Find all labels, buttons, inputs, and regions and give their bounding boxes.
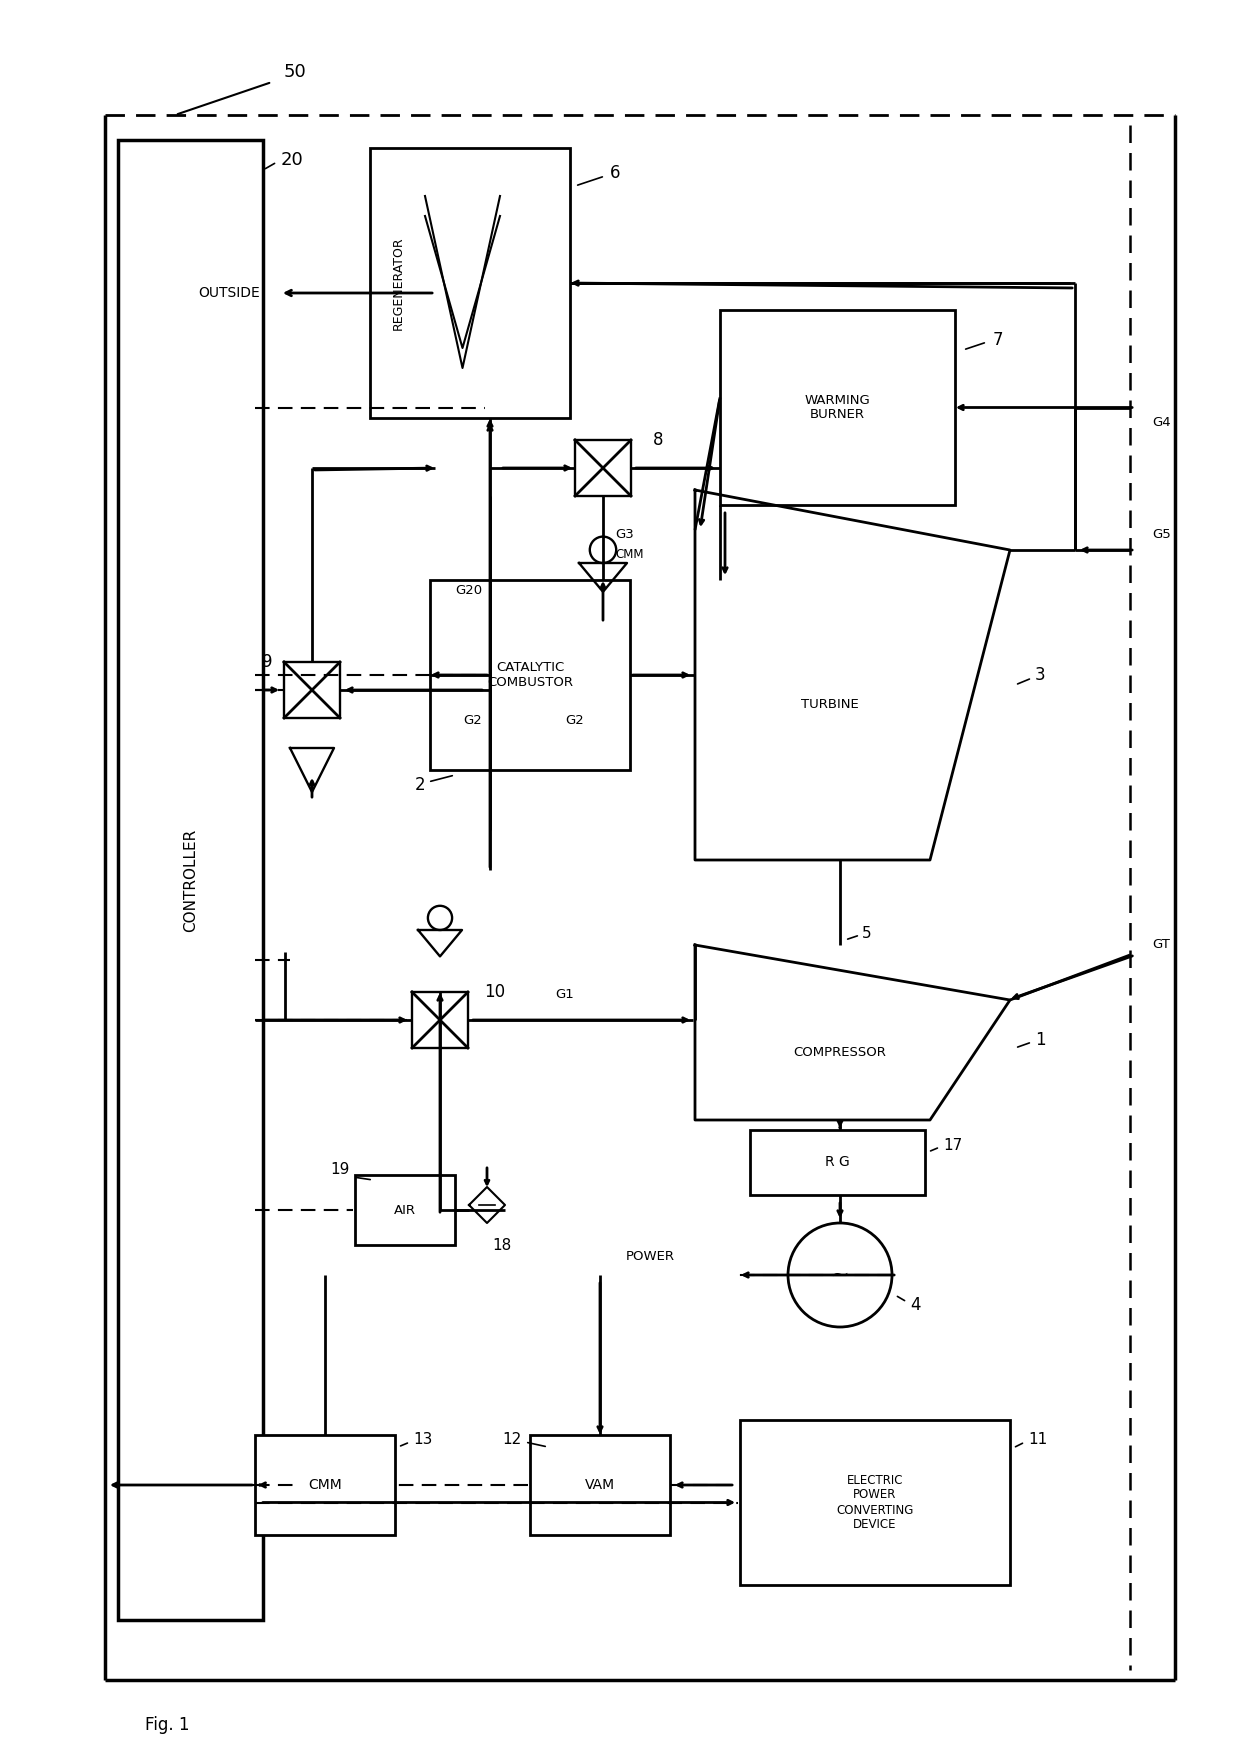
Text: G2: G2	[565, 714, 584, 726]
Text: VAM: VAM	[585, 1479, 615, 1493]
Text: 6: 6	[610, 164, 620, 182]
Text: G3: G3	[615, 529, 634, 541]
Bar	[430, 580, 630, 770]
Text: ELECTRIC
POWER
CONVERTING
DEVICE: ELECTRIC POWER CONVERTING DEVICE	[836, 1474, 914, 1531]
Text: 7: 7	[993, 332, 1003, 349]
Circle shape	[428, 906, 453, 931]
Text: 9: 9	[262, 653, 273, 670]
Text: POWER: POWER	[625, 1250, 675, 1264]
Text: 4: 4	[910, 1296, 920, 1315]
Bar	[720, 311, 955, 505]
Text: 1: 1	[1035, 1030, 1045, 1049]
Bar	[529, 1435, 670, 1535]
Text: TURBINE: TURBINE	[801, 698, 859, 712]
Text: CMM: CMM	[308, 1479, 342, 1493]
Bar	[740, 1419, 1011, 1585]
Text: WARMING
BURNER: WARMING BURNER	[805, 393, 870, 421]
Text: 17: 17	[942, 1137, 962, 1152]
Text: Fig. 1: Fig. 1	[145, 1716, 190, 1734]
Text: COMPRESSOR: COMPRESSOR	[794, 1046, 887, 1060]
Text: 10: 10	[485, 983, 506, 1000]
Text: OUTSIDE: OUTSIDE	[198, 286, 260, 300]
Text: 12: 12	[502, 1432, 522, 1447]
Text: 13: 13	[413, 1432, 433, 1447]
Text: 11: 11	[1028, 1432, 1048, 1447]
Bar	[255, 1435, 396, 1535]
Text: 19: 19	[331, 1163, 350, 1177]
Text: G20: G20	[455, 583, 482, 597]
Circle shape	[787, 1222, 892, 1327]
Text: R G: R G	[825, 1156, 849, 1170]
Text: 8: 8	[652, 431, 663, 449]
Text: 18: 18	[492, 1238, 511, 1252]
Text: AIR: AIR	[394, 1203, 415, 1217]
Text: 20: 20	[281, 150, 304, 169]
Text: CATALYTIC
COMBUSTOR: CATALYTIC COMBUSTOR	[487, 662, 573, 690]
Text: G5: G5	[1152, 529, 1171, 541]
Text: REGENERATOR: REGENERATOR	[392, 236, 404, 330]
Bar	[370, 148, 570, 417]
Text: 2: 2	[414, 775, 425, 794]
Text: 5: 5	[862, 925, 872, 941]
Text: GT: GT	[1152, 939, 1169, 952]
Text: G4: G4	[1152, 416, 1171, 430]
Text: CONTROLLER: CONTROLLER	[184, 828, 198, 932]
Circle shape	[590, 536, 616, 562]
Text: 3: 3	[1035, 665, 1045, 684]
Bar	[355, 1175, 455, 1245]
Text: 50: 50	[284, 63, 306, 80]
Text: ~: ~	[831, 1266, 849, 1285]
Text: CMM: CMM	[615, 548, 644, 562]
Text: G2: G2	[464, 714, 482, 726]
Bar	[118, 140, 263, 1620]
Text: G1: G1	[556, 988, 574, 1002]
Bar	[750, 1130, 925, 1194]
